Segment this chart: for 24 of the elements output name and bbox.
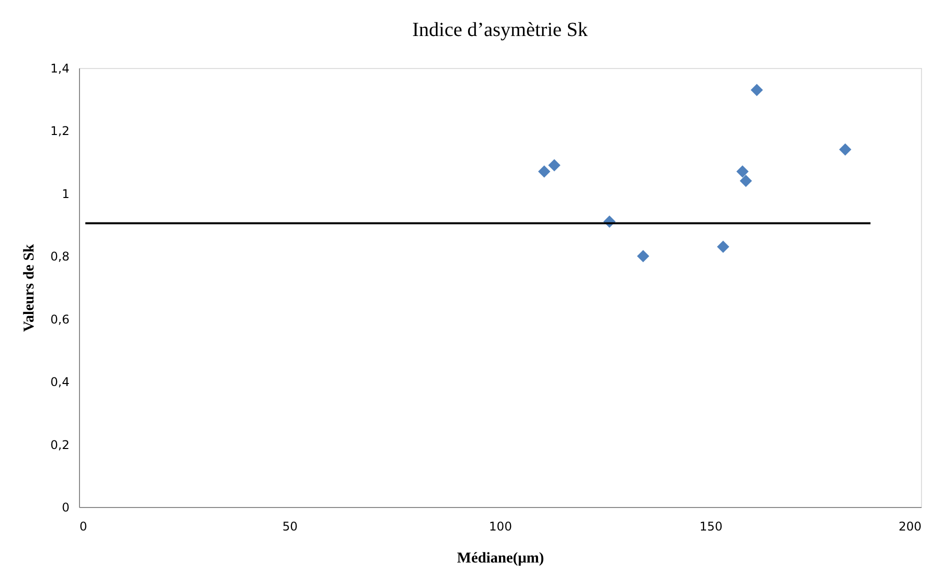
point [538,165,550,178]
y-tick-label: 1,2 [50,124,70,138]
x-tick-label: 150 [700,520,722,534]
y-tick-label: 1,4 [50,62,70,76]
point [839,143,852,156]
y-axis-title: Valeurs de Sk [21,243,38,332]
y-tick-label: 0 [62,500,70,514]
point [750,84,763,96]
x-tick-label: 50 [282,520,298,534]
x-tick-label: 200 [898,520,922,534]
y-tick-label: 0,2 [50,438,70,452]
point [736,165,749,178]
y-tick-label: 1 [62,186,70,201]
x-tick-label: 100 [489,520,512,534]
y-tick-label: 0,4 [50,375,70,390]
y-tick-label: 0,6 [50,312,70,326]
x-tick-label: 0 [80,520,88,534]
point [740,174,752,188]
point [637,250,650,262]
point [717,240,730,253]
x-axis-title: Médiane(µm) [457,550,544,566]
chart-title: Indice d’asymètrie Sk [412,19,588,41]
y-tick-label: 0,8 [50,250,70,264]
point [548,159,560,172]
